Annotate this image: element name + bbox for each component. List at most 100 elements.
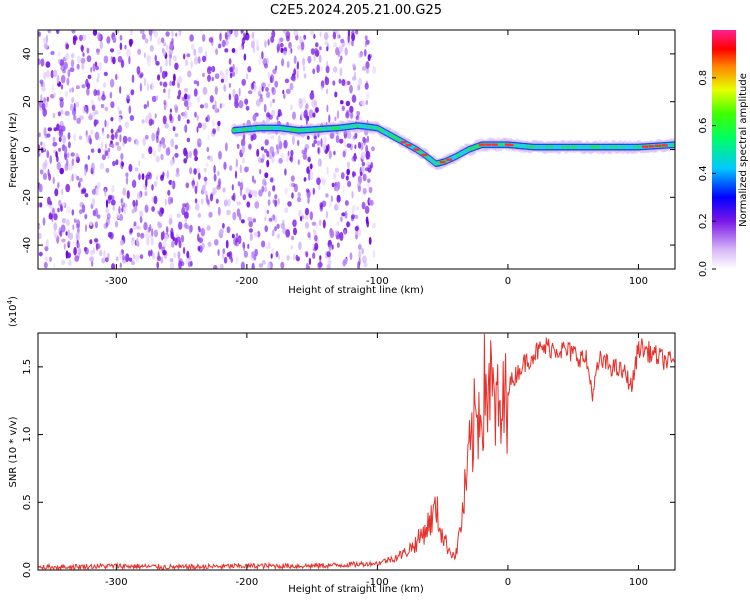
noise-dot xyxy=(95,243,101,250)
colorbar-ticks: 0.0 0.2 0.4 0.6 0.8 xyxy=(698,70,716,277)
noise-dot xyxy=(49,256,52,262)
noise-dot xyxy=(189,34,194,42)
noise-dot xyxy=(334,204,339,211)
noise-dot xyxy=(115,256,119,261)
noise-dot xyxy=(242,133,246,141)
noise-dot xyxy=(238,100,244,109)
noise-dot xyxy=(280,47,284,54)
noise-dot xyxy=(90,249,94,256)
noise-dot xyxy=(42,37,47,44)
noise-dot xyxy=(293,30,299,37)
noise-dot xyxy=(232,88,236,98)
noise-dot xyxy=(220,78,224,83)
noise-dot xyxy=(38,132,41,138)
noise-dot xyxy=(298,210,302,218)
noise-dot xyxy=(62,135,66,144)
noise-dot xyxy=(169,258,174,263)
signal-ridge xyxy=(230,118,675,171)
noise-dot xyxy=(101,131,105,137)
noise-dot xyxy=(292,111,296,120)
noise-dot xyxy=(316,64,320,73)
noise-dot xyxy=(260,158,264,164)
noise-dot xyxy=(193,168,197,175)
noise-dot xyxy=(305,262,310,269)
noise-dot xyxy=(154,113,157,119)
noise-dot xyxy=(183,110,188,119)
noise-dot xyxy=(316,177,321,186)
noise-dots xyxy=(38,30,377,269)
noise-dot xyxy=(238,87,241,97)
noise-dot xyxy=(84,169,87,177)
noise-dot xyxy=(90,162,95,172)
noise-dot xyxy=(197,172,201,180)
noise-dot xyxy=(264,172,269,179)
noise-dot xyxy=(143,77,147,87)
noise-dot xyxy=(351,33,356,42)
noise-dot xyxy=(240,30,243,34)
noise-dot xyxy=(284,207,289,213)
noise-dot xyxy=(62,68,67,74)
noise-dot xyxy=(274,80,279,88)
snr-ticks: -300 -200 -100 0 100 0.0 0.5 1.0 1.5 xyxy=(22,333,675,588)
noise-dot xyxy=(163,42,167,47)
noise-dot xyxy=(197,56,201,64)
noise-dot xyxy=(329,131,335,139)
noise-dot xyxy=(308,257,312,265)
noise-dot xyxy=(48,214,52,220)
noise-dot xyxy=(78,34,83,42)
noise-dot xyxy=(196,126,199,133)
noise-dot xyxy=(287,201,292,207)
noise-dot xyxy=(242,157,245,164)
noise-dot xyxy=(232,71,235,77)
noise-dot xyxy=(119,262,122,269)
noise-dot xyxy=(186,250,190,259)
noise-dot xyxy=(357,261,361,269)
noise-dot xyxy=(240,219,245,224)
noise-dot xyxy=(288,41,292,49)
noise-dot xyxy=(370,162,373,169)
noise-dot xyxy=(346,143,352,148)
noise-dot xyxy=(226,198,231,207)
noise-dot xyxy=(71,30,76,34)
noise-dot xyxy=(66,219,70,227)
noise-dot xyxy=(233,30,239,38)
noise-dot xyxy=(315,108,318,114)
noise-dot xyxy=(55,30,60,35)
noise-dot xyxy=(97,181,101,190)
noise-dot xyxy=(344,210,348,219)
noise-dot xyxy=(222,187,226,193)
noise-dot xyxy=(42,142,46,151)
noise-dot xyxy=(75,85,80,90)
noise-dot xyxy=(346,130,352,139)
noise-dot xyxy=(365,216,369,224)
noise-dot xyxy=(239,213,242,221)
noise-dot xyxy=(59,99,64,109)
noise-dot xyxy=(288,182,294,188)
noise-dot xyxy=(124,121,130,129)
noise-dot xyxy=(328,244,332,252)
noise-dot xyxy=(326,104,329,113)
noise-dot xyxy=(362,187,367,195)
ridge-peak xyxy=(478,143,485,146)
noise-dot xyxy=(365,150,371,160)
noise-dot xyxy=(270,35,275,44)
noise-dot xyxy=(194,111,197,118)
noise-dot xyxy=(338,78,342,84)
noise-dot xyxy=(207,66,213,71)
noise-dot xyxy=(101,94,106,101)
noise-dot xyxy=(257,90,261,97)
noise-dot xyxy=(60,109,64,115)
noise-dot xyxy=(162,81,168,88)
noise-dot xyxy=(300,41,305,51)
noise-dot xyxy=(99,162,105,170)
noise-dot xyxy=(335,47,340,56)
noise-dot xyxy=(231,233,235,239)
noise-dot xyxy=(229,165,233,172)
colorbar-tick-label: 0.8 xyxy=(698,70,709,86)
snr-multiplier-close: ) xyxy=(8,296,19,300)
noise-dot xyxy=(237,235,242,245)
noise-dot xyxy=(330,195,334,202)
noise-dot xyxy=(222,252,225,260)
noise-dot xyxy=(104,143,107,149)
noise-dot xyxy=(246,166,249,172)
